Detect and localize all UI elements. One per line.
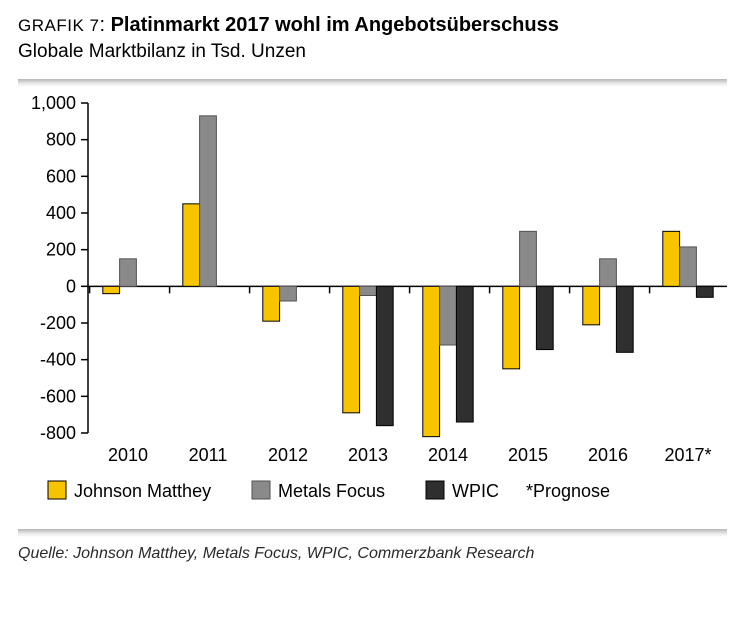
- bar: [263, 286, 280, 321]
- chart-container: GRAFIK 7: Platinmarkt 2017 wohl im Angeb…: [0, 0, 745, 573]
- x-tick-label: 2011: [189, 445, 228, 465]
- y-tick-label: 800: [46, 130, 76, 150]
- legend-label: Metals Focus: [278, 481, 385, 501]
- chart-title: Platinmarkt 2017 wohl im Angebotsübersch…: [111, 14, 559, 36]
- x-tick-label: 2013: [348, 445, 388, 465]
- bar: [583, 286, 600, 325]
- legend-label: Johnson Matthey: [74, 481, 211, 501]
- bar: [536, 286, 553, 349]
- x-tick-label: 2010: [108, 445, 148, 465]
- chart-subtitle: Globale Marktbilanz in Tsd. Unzen: [18, 41, 727, 63]
- legend-label: WPIC: [452, 481, 499, 501]
- y-tick-label: -600: [40, 386, 76, 406]
- bar: [696, 286, 713, 297]
- bar: [183, 204, 200, 287]
- y-tick-label: 400: [46, 203, 76, 223]
- y-tick-label: 0: [66, 276, 76, 296]
- x-tick-label: 2017*: [664, 445, 711, 465]
- x-tick-label: 2014: [428, 445, 468, 465]
- bar: [663, 231, 680, 286]
- bar: [360, 286, 377, 295]
- bar: [520, 231, 537, 286]
- bar: [280, 286, 297, 301]
- chart-title-line: GRAFIK 7: Platinmarkt 2017 wohl im Angeb…: [18, 14, 727, 37]
- bar: [423, 286, 440, 436]
- legend: Johnson Matthey Metals Focus WPIC *Prognose: [48, 481, 610, 501]
- bar: [343, 286, 360, 413]
- y-tick-label: -200: [40, 313, 76, 333]
- bar: [440, 286, 457, 345]
- bar-chart: -800 -600 -400 -200 0 200 400 600 800 1,000 2010 20…: [18, 93, 727, 523]
- bar: [120, 259, 137, 287]
- x-tick-label: 2015: [508, 445, 548, 465]
- bar: [200, 116, 217, 287]
- y-tick-label: -400: [40, 350, 76, 370]
- chart-title-prefix: GRAFIK 7: [18, 16, 99, 35]
- bar: [103, 286, 120, 293]
- legend-note: *Prognose: [526, 481, 610, 501]
- y-tick-label: 200: [46, 240, 76, 260]
- y-tick-label: 1,000: [31, 93, 76, 113]
- bar: [600, 259, 617, 287]
- divider-bottom: [18, 529, 727, 537]
- legend-swatch: [252, 481, 270, 499]
- source-line: Quelle: Johnson Matthey, Metals Focus, W…: [18, 545, 727, 563]
- y-tick-label: -800: [40, 423, 76, 443]
- bar: [376, 286, 393, 425]
- x-tick-label: 2012: [268, 445, 308, 465]
- legend-swatch: [426, 481, 444, 499]
- bar: [503, 286, 520, 369]
- x-tick-label: 2016: [588, 445, 628, 465]
- bar: [680, 247, 697, 286]
- bar: [616, 286, 633, 352]
- y-tick-label: 600: [46, 166, 76, 186]
- divider-top: [18, 79, 727, 87]
- legend-swatch: [48, 481, 66, 499]
- bar: [456, 286, 473, 422]
